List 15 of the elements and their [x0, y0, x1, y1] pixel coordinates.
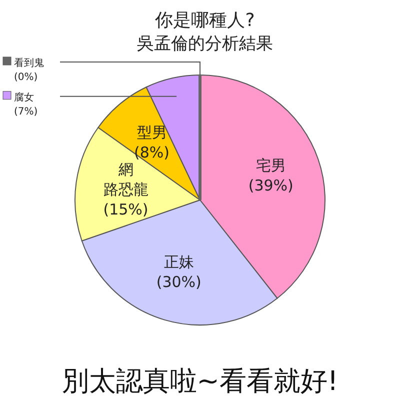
data-label: (8%): [134, 144, 170, 162]
slice-label: 宅男: [256, 156, 286, 174]
legend-label: 看到鬼: [14, 57, 44, 69]
slice-label: 正妹: [164, 252, 194, 271]
data-label: (39%): [248, 176, 294, 194]
data-label: (30%): [156, 272, 202, 291]
text: (0%): [14, 72, 38, 83]
chart-title: 你是哪種人?: [154, 10, 255, 31]
legend-label: 腐女: [14, 91, 34, 104]
data-label: (7%): [14, 106, 38, 118]
slice-label: 型男: [136, 124, 167, 142]
chart-subtitle: 吳孟倫的分析結果: [137, 34, 273, 54]
text: 別太認真啦~看看就好!: [62, 366, 338, 397]
data-label: (15%): [103, 200, 148, 218]
slice-label: 網路恐龍: [103, 160, 148, 198]
